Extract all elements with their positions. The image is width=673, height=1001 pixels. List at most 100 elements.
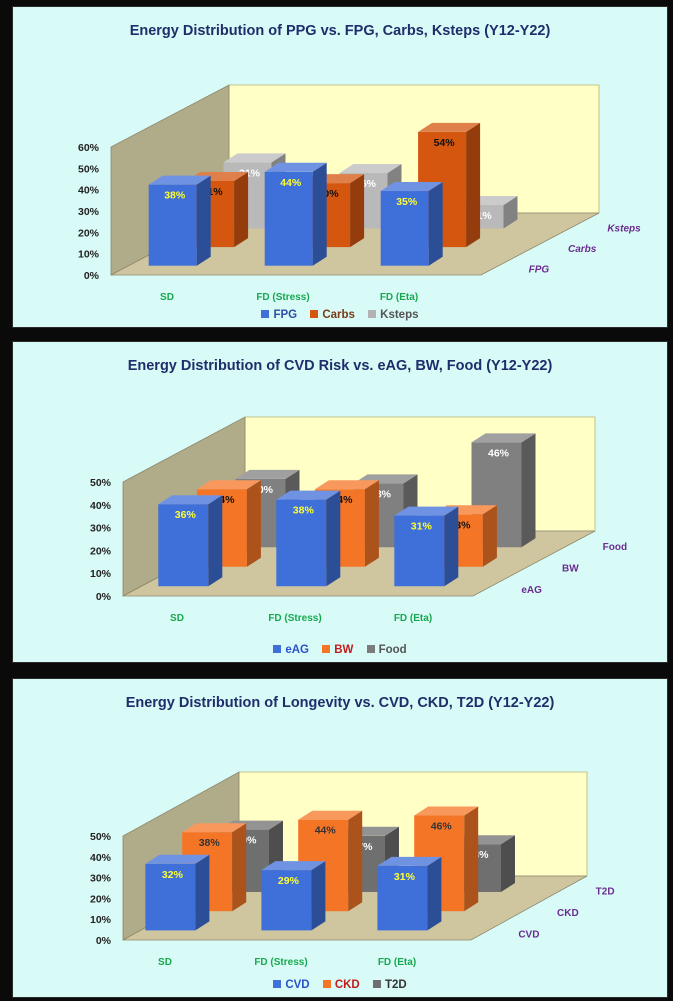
bar-top bbox=[148, 175, 211, 185]
legend-item-ksteps: Ksteps bbox=[368, 309, 419, 321]
category-label: SD bbox=[170, 613, 184, 624]
bar-front bbox=[158, 504, 209, 587]
category-label: FD (Stress) bbox=[268, 613, 321, 624]
bar-front bbox=[380, 191, 429, 266]
depth-label: Carbs bbox=[568, 244, 597, 255]
data-label: 38% bbox=[199, 837, 221, 849]
bar-top bbox=[145, 854, 210, 864]
bar-side bbox=[521, 433, 536, 548]
legend-label: CKD bbox=[334, 979, 360, 991]
y-tick-label: 10% bbox=[90, 568, 112, 580]
bar-side bbox=[466, 122, 481, 248]
data-label: 32% bbox=[162, 869, 184, 881]
bar-side bbox=[464, 806, 479, 912]
bar-side bbox=[444, 506, 459, 587]
legend-swatch bbox=[322, 980, 331, 988]
depth-label: CKD bbox=[557, 908, 579, 919]
data-label: 31% bbox=[394, 871, 416, 883]
legend-swatch bbox=[322, 645, 331, 653]
bar-side bbox=[482, 505, 497, 567]
bar-front bbox=[145, 863, 196, 931]
chart-legend: CVD CKD T2D bbox=[13, 979, 667, 991]
y-tick-label: 10% bbox=[90, 914, 112, 926]
y-tick-label: 20% bbox=[90, 893, 112, 905]
legend-swatch bbox=[368, 310, 377, 318]
bar-front bbox=[261, 870, 312, 931]
chart-panel-cvd-risk: Energy Distribution of CVD Risk vs. eAG,… bbox=[12, 341, 668, 663]
chart-canvas-cvd-risk: 0%10%20%30%40%50%30% 28%46%34% 34%23%36% 38… bbox=[90, 416, 627, 624]
y-tick-label: 30% bbox=[90, 523, 112, 535]
bar-front bbox=[276, 499, 327, 587]
legend-swatch bbox=[273, 980, 282, 988]
category-label: FD (Eta) bbox=[394, 613, 432, 624]
category-label: SD bbox=[158, 957, 172, 968]
bar-side bbox=[232, 823, 247, 912]
depth-label: Ksteps bbox=[607, 223, 641, 234]
bar-side bbox=[428, 182, 443, 266]
bar-side bbox=[208, 495, 223, 587]
bar-top bbox=[471, 433, 536, 443]
y-tick-label: 0% bbox=[96, 591, 112, 603]
depth-label: CVD bbox=[518, 929, 539, 940]
legend-item-food: Food bbox=[366, 644, 407, 656]
y-tick-label: 60% bbox=[78, 142, 100, 154]
y-tick-label: 40% bbox=[90, 500, 112, 512]
legend-label: T2D bbox=[384, 979, 407, 991]
y-tick-label: 40% bbox=[90, 852, 112, 864]
category-label: FD (Stress) bbox=[254, 957, 307, 968]
bar-side bbox=[348, 810, 363, 912]
bar-side bbox=[246, 480, 261, 567]
legend-label: Ksteps bbox=[380, 309, 419, 321]
bar-top bbox=[264, 162, 327, 172]
y-tick-label: 30% bbox=[90, 873, 112, 885]
data-label: 35% bbox=[396, 196, 418, 208]
y-tick-label: 50% bbox=[90, 831, 112, 843]
y-tick-label: 20% bbox=[90, 545, 112, 557]
legend-label: CVD bbox=[285, 979, 310, 991]
category-label: SD bbox=[160, 292, 174, 303]
y-tick-label: 0% bbox=[84, 270, 100, 282]
bar-front bbox=[394, 515, 445, 587]
bar-fpg-0: 38% bbox=[148, 175, 211, 266]
bar-top bbox=[380, 182, 443, 191]
bar-top bbox=[158, 495, 223, 505]
bar-top bbox=[235, 469, 300, 479]
chart-legend: eAG BW Food bbox=[13, 644, 667, 656]
chart-legend: FPG Carbs Ksteps bbox=[13, 309, 667, 321]
legend-item-t2d: T2D bbox=[372, 979, 407, 991]
bar-top bbox=[261, 861, 326, 871]
bar-side bbox=[326, 490, 341, 587]
legend-item-fpg: FPG bbox=[261, 309, 297, 321]
depth-label: FPG bbox=[529, 265, 550, 276]
y-tick-label: 20% bbox=[78, 227, 100, 239]
bar-side bbox=[427, 856, 442, 931]
legend-swatch bbox=[273, 645, 282, 653]
legend-item-carbs: Carbs bbox=[310, 309, 355, 321]
bar-top bbox=[276, 490, 341, 500]
legend-item-bw: BW bbox=[322, 644, 353, 656]
data-label: 38% bbox=[293, 505, 315, 517]
bar-top bbox=[223, 153, 286, 163]
data-label: 44% bbox=[315, 825, 337, 837]
bar-side bbox=[503, 196, 518, 229]
data-label: 46% bbox=[488, 447, 510, 459]
depth-label: BW bbox=[562, 564, 579, 575]
category-label: FD (Stress) bbox=[256, 292, 309, 303]
chart-title: Energy Distribution of CVD Risk vs. eAG,… bbox=[127, 358, 553, 374]
y-tick-label: 0% bbox=[96, 935, 112, 947]
category-label: FD (Eta) bbox=[378, 957, 416, 968]
chart-panel-ppg: Energy Distribution of PPG vs. FPG, Carb… bbox=[12, 6, 668, 328]
bar-top bbox=[182, 823, 247, 833]
bar-top bbox=[414, 806, 479, 816]
bar-side bbox=[196, 175, 211, 266]
bar-front bbox=[377, 865, 428, 931]
bar-cvd-2: 31% bbox=[377, 856, 442, 931]
legend-swatch bbox=[366, 645, 375, 653]
depth-label: T2D bbox=[596, 887, 615, 898]
bar-eag-2: 31% bbox=[394, 506, 459, 587]
bar-eag-0: 36% bbox=[158, 495, 223, 587]
bar-side bbox=[312, 162, 327, 266]
legend-item-ckd: CKD bbox=[322, 979, 360, 991]
bar-top bbox=[196, 480, 261, 490]
bar-top bbox=[339, 164, 402, 173]
